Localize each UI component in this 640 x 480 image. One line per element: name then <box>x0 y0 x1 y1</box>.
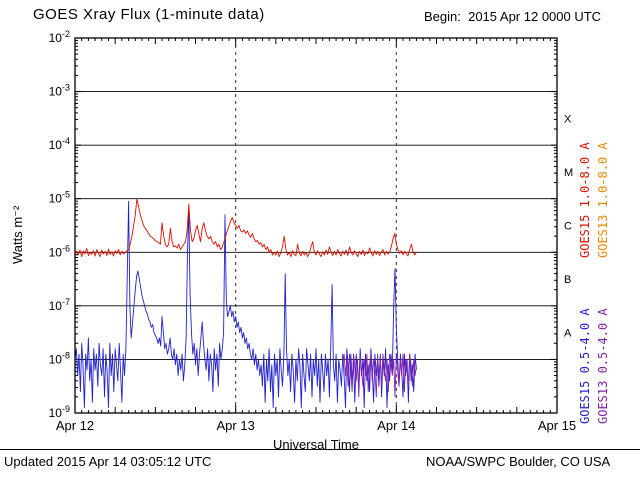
source-attribution: NOAA/SWPC Boulder, CO USA <box>426 454 611 469</box>
y-tick-label: 10-3 <box>49 83 70 99</box>
flare-class-letter-x: X <box>564 113 572 125</box>
legend-goes15-0-5-4-0-a: GOES15 0.5-4.0 A <box>578 308 592 424</box>
series-goes13-0-5-4-0-a <box>342 353 417 398</box>
x-axis-label: Universal Time <box>273 437 359 452</box>
x-tick-label: Apr 15 <box>538 418 576 433</box>
footer-divider <box>0 449 640 450</box>
y-tick-label: 10-5 <box>49 190 70 206</box>
y-tick-label: 10-2 <box>49 29 70 45</box>
series-goes15-1-0-8-0-a <box>74 198 417 258</box>
legend-goes15-1-0-8-0-a: GOES15 1.0-8.0 A <box>578 142 592 258</box>
begin-time-label: Begin: 2015 Apr 12 0000 UTC <box>424 9 602 24</box>
x-tick-label: Apr 14 <box>377 418 415 433</box>
y-tick-label: 10-6 <box>49 243 70 259</box>
flare-class-letter-m: M <box>564 167 573 179</box>
chart-title: GOES Xray Flux (1-minute data) <box>33 6 265 23</box>
legend-goes13-1-0-8-0-a: GOES13 1.0-8.0 A <box>596 142 610 258</box>
y-tick-label: 10-7 <box>49 297 70 313</box>
y-tick-label: 10-4 <box>49 136 70 152</box>
flare-class-letter-a: A <box>564 328 572 340</box>
plot-frame <box>74 37 558 414</box>
y-tick-label: 10-9 <box>49 404 70 420</box>
x-tick-label: Apr 12 <box>56 418 94 433</box>
series-goes15-0-5-4-0-a <box>74 200 417 409</box>
flare-class-letter-c: C <box>564 221 572 233</box>
updated-timestamp: Updated 2015 Apr 14 03:05:12 UTC <box>4 454 212 469</box>
y-tick-label: 10-8 <box>49 350 70 366</box>
y-axis-label: Watts m⁻² <box>10 205 25 264</box>
legend-goes13-0-5-4-0-a: GOES13 0.5-4.0 A <box>596 308 610 424</box>
flare-class-letter-b: B <box>564 274 571 286</box>
x-tick-label: Apr 13 <box>217 418 255 433</box>
